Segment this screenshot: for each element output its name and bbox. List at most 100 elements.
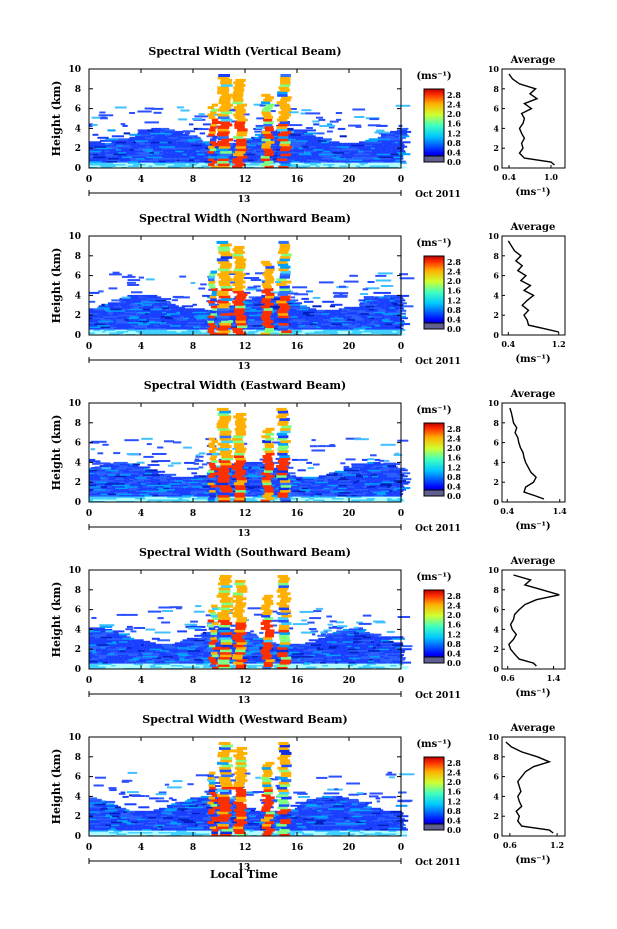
heatmap-cell <box>302 311 315 314</box>
heatmap-cell <box>105 476 109 479</box>
heatmap-cell <box>304 481 316 484</box>
heatmap-cell <box>255 493 265 496</box>
heatmap-cell <box>208 479 222 482</box>
heatmap-cell <box>151 139 157 142</box>
heatmap-cell <box>218 250 231 254</box>
heatmap-cell <box>374 642 382 645</box>
heatmap-cell <box>153 129 165 132</box>
heatmap-cell <box>341 153 349 156</box>
heatmap-cell <box>320 631 326 634</box>
heatmap-cell <box>196 625 206 628</box>
heatmap-cell <box>263 133 273 137</box>
heatmap-cell <box>124 150 137 153</box>
heatmap-cell <box>232 447 238 450</box>
colorbar-unit: (ms⁻¹) <box>416 572 451 583</box>
heatmap-cell <box>89 145 94 148</box>
heatmap-cell <box>265 437 275 441</box>
heatmap-cell <box>376 163 385 166</box>
heatmap-cell <box>371 326 383 329</box>
heatmap-cell <box>290 315 298 318</box>
heatmap-cell <box>152 651 157 654</box>
heatmap-cell <box>255 272 269 275</box>
heatmap-cell <box>277 459 289 463</box>
heatmap-cell <box>386 162 396 165</box>
heatmap-cell <box>271 159 277 162</box>
heatmap-cell <box>304 332 315 334</box>
avg-x-tick-label: 1.2 <box>552 339 566 349</box>
heatmap-cell <box>244 466 249 469</box>
heatmap-cell <box>255 127 267 129</box>
heatmap-cell <box>327 130 333 133</box>
heatmap-cell <box>279 285 290 289</box>
heatmap-cell <box>252 476 258 479</box>
heatmap-cell <box>236 133 247 137</box>
heatmap-cell <box>261 477 271 481</box>
heatmap-cell <box>156 651 162 654</box>
heatmap-cell <box>277 617 289 620</box>
heatmap-cell <box>135 151 139 154</box>
heatmap-cell <box>195 648 204 651</box>
heatmap-cell <box>315 144 321 147</box>
x-tick-label: 20 <box>343 175 356 185</box>
heatmap-cell <box>354 645 365 648</box>
heatmap-cell <box>89 663 98 666</box>
heatmap-cell <box>116 321 128 324</box>
heatmap-cell <box>105 488 114 491</box>
heatmap-cell <box>221 597 233 601</box>
heatmap-cell <box>318 281 334 284</box>
heatmap-cell <box>345 314 358 317</box>
heatmap-cell <box>173 491 178 494</box>
heatmap-cell <box>374 156 379 159</box>
heatmap-cell <box>352 497 363 500</box>
heatmap-cell <box>393 303 404 306</box>
heatmap-cell <box>299 482 311 485</box>
heatmap-cell <box>218 646 230 650</box>
heatmap-cell <box>170 324 181 327</box>
heatmap-cell <box>248 466 252 469</box>
heatmap-cell <box>138 642 145 645</box>
heatmap-cell <box>298 458 308 461</box>
heatmap-cell <box>176 159 180 162</box>
heatmap-cell <box>249 300 253 303</box>
heatmap-cell <box>107 652 115 655</box>
heatmap-cell <box>281 622 292 625</box>
avg-x-tick-label: 1.4 <box>547 673 561 683</box>
heatmap-cell <box>217 300 229 304</box>
heatmap-cell <box>93 472 98 475</box>
heatmap-cell <box>314 311 326 314</box>
heatmap-cell <box>263 609 273 613</box>
heatmap-cell <box>138 317 146 320</box>
heatmap-cell <box>154 330 165 333</box>
heatmap-cell <box>280 81 291 85</box>
heatmap-cell <box>252 315 264 318</box>
heatmap-cell <box>347 142 356 145</box>
heatmap-cell <box>388 139 393 142</box>
heatmap-cell <box>349 312 361 315</box>
heatmap-cell <box>209 464 216 468</box>
heatmap-cell <box>358 622 372 625</box>
heatmap-cell <box>378 320 383 323</box>
heatmap-cell <box>215 645 222 648</box>
heatmap-cell <box>136 461 145 464</box>
heatmap-cell <box>136 157 145 160</box>
heatmap-cell <box>332 292 349 295</box>
heatmap-cell <box>136 312 145 315</box>
heatmap-cell <box>362 300 368 303</box>
heatmap-cell <box>362 497 367 500</box>
heatmap-cell <box>249 461 263 464</box>
heatmap-cell <box>360 293 369 295</box>
heatmap-cell <box>399 487 411 490</box>
heatmap-cell <box>198 452 206 455</box>
heatmap-cell <box>378 661 386 664</box>
heatmap-cell <box>397 616 411 618</box>
heatmap-cell <box>197 309 209 312</box>
heatmap-cell <box>311 493 316 496</box>
heatmap-cell <box>176 139 187 142</box>
panel-title: Spectral Width (Vertical Beam) <box>148 45 341 58</box>
heatmap-cell <box>142 150 146 153</box>
heatmap-cell <box>325 655 333 658</box>
heatmap-cell <box>367 300 379 303</box>
heatmap-cell <box>233 106 245 110</box>
heatmap-cell <box>232 649 237 652</box>
heatmap-cell <box>194 666 200 668</box>
